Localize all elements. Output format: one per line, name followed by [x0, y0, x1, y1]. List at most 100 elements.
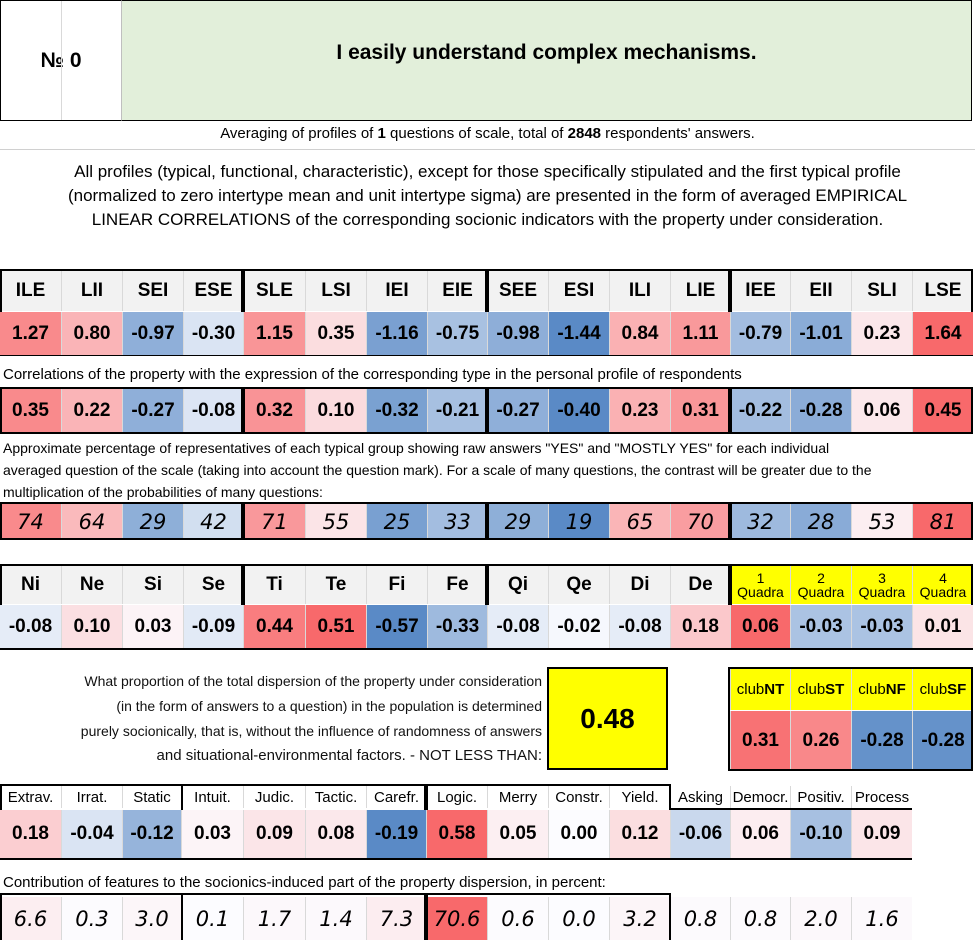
club-code: ST — [825, 681, 845, 698]
averaging-line: Averaging of profiles of 1 questions of … — [0, 125, 975, 142]
type-profile-lie: 1.11 — [670, 312, 730, 355]
type-profile-esi: -1.44 — [548, 312, 609, 355]
quadra-label: Quadra — [797, 584, 845, 600]
trait-contribution-carefr: 7.3 — [366, 897, 426, 940]
function-header-qi: Qi — [487, 566, 548, 604]
dispersion-line-3: purely socionically, that is, without th… — [80, 723, 542, 739]
trait-contribution-tactic: 1.4 — [305, 897, 366, 940]
quadra-number: 2 — [817, 570, 825, 586]
function-value-fe: -0.33 — [427, 605, 487, 648]
club-header-nt: club NT — [730, 669, 790, 710]
club-value-sf: -0.28 — [912, 711, 973, 770]
trait-header-process: Process — [851, 786, 912, 808]
type-percentage-eie: 33 — [427, 504, 487, 540]
type-header-iee: IEE — [730, 271, 790, 311]
intro-line-1: All profiles (typical, functional, chara… — [74, 162, 901, 181]
trait-header-merry: Merry — [487, 786, 548, 808]
type-profile-sli: 0.23 — [851, 312, 912, 355]
type-percentage-sle: 71 — [243, 504, 305, 540]
trait-contribution-judic: 1.7 — [243, 897, 305, 940]
quadra-number: 3 — [878, 570, 886, 586]
question-number-label: № — [40, 48, 64, 72]
percentage-label-line-2: averaged question of the scale (taking i… — [3, 462, 872, 478]
percentage-label-line-1: Approximate percentage of representative… — [3, 440, 830, 456]
contribution-label: Contribution of features to the socionic… — [3, 874, 606, 891]
type-percentage-iee: 32 — [730, 504, 790, 540]
function-header-te: Te — [305, 566, 366, 604]
trait-header-intuit: Intuit. — [181, 786, 243, 808]
function-value-ti: 0.44 — [243, 605, 305, 648]
function-value-fi: -0.57 — [366, 605, 427, 648]
trait-value-process: 0.09 — [851, 810, 912, 858]
type-profile-iee: -0.79 — [730, 312, 790, 355]
type-header-ili: ILI — [609, 271, 670, 311]
function-header-se: Se — [183, 566, 243, 604]
quadra-header-2: 2 Quadra — [790, 566, 851, 604]
type-percentage-lie: 70 — [670, 504, 730, 540]
trait-value-tactic: 0.08 — [305, 810, 366, 858]
type-header-lse: LSE — [912, 271, 973, 311]
club-code: SF — [947, 681, 967, 698]
type-correlation-iee: -0.22 — [730, 389, 790, 432]
quadra-value-1: 0.06 — [730, 605, 790, 648]
function-value-ne: 0.10 — [61, 605, 122, 648]
type-profile-ili: 0.84 — [609, 312, 670, 355]
club-value-st: 0.26 — [790, 711, 851, 770]
type-percentage-lse: 81 — [912, 504, 973, 540]
trait-value-asking: -0.06 — [670, 810, 730, 858]
quadra-label: Quadra — [858, 584, 906, 600]
type-correlation-sli: 0.06 — [851, 389, 912, 432]
function-header-di: Di — [609, 566, 670, 604]
function-header-qe: Qe — [548, 566, 609, 604]
trait-contribution-positiv: 2.0 — [790, 897, 851, 940]
intro-line-2: (normalized to zero intertype mean and u… — [67, 186, 908, 205]
trait-header-constr: Constr. — [548, 786, 609, 808]
type-profile-lsi: 0.35 — [305, 312, 366, 355]
type-header-eii: EII — [790, 271, 851, 311]
type-profile-eii: -1.01 — [790, 312, 851, 355]
type-header-see: SEE — [487, 271, 548, 311]
averaging-pre: Averaging of profiles of — [220, 125, 378, 142]
type-profile-sei: -0.97 — [122, 312, 183, 355]
trait-value-democr: 0.06 — [730, 810, 790, 858]
trait-header-carefr: Carefr. — [366, 786, 426, 808]
function-header-ni: Ni — [0, 566, 61, 604]
trait-value-constr: 0.00 — [548, 810, 609, 858]
function-value-qi: -0.08 — [487, 605, 548, 648]
quadra-header-3: 3 Quadra — [851, 566, 912, 604]
type-correlation-ili: 0.23 — [609, 389, 670, 432]
function-header-de: De — [670, 566, 730, 604]
club-value-nt: 0.31 — [730, 711, 790, 770]
correlations-label: Correlations of the property with the ex… — [3, 366, 742, 383]
type-correlation-lii: 0.22 — [61, 389, 122, 432]
type-header-sle: SLE — [243, 271, 305, 311]
averaging-mid: questions of scale, total of — [385, 125, 568, 142]
type-header-iei: IEI — [366, 271, 427, 311]
type-profile-iei: -1.16 — [366, 312, 427, 355]
dispersion-line-2: (in the form of answers to a question) i… — [116, 698, 542, 714]
type-header-lie: LIE — [670, 271, 730, 311]
trait-contribution-intuit: 0.1 — [181, 897, 243, 940]
trait-contribution-extrav: 6.6 — [0, 897, 61, 940]
averaging-post: respondents' answers. — [601, 125, 755, 142]
function-value-qe: -0.02 — [548, 605, 609, 648]
trait-contribution-process: 1.6 — [851, 897, 912, 940]
trait-header-judic: Judic. — [243, 786, 305, 808]
type-correlation-lse: 0.45 — [912, 389, 973, 432]
trait-value-irrat: -0.04 — [61, 810, 122, 858]
type-percentage-lii: 64 — [61, 504, 122, 540]
club-code: NF — [885, 681, 906, 698]
type-correlation-eie: -0.21 — [427, 389, 487, 432]
quadra-header-1: 1 Quadra — [730, 566, 790, 604]
type-correlation-esi: -0.40 — [548, 389, 609, 432]
function-header-ne: Ne — [61, 566, 122, 604]
function-value-se: -0.09 — [183, 605, 243, 648]
intro-line-3: LINEAR CORRELATIONS of the corresponding… — [91, 210, 884, 229]
type-header-lsi: LSI — [305, 271, 366, 311]
trait-value-merry: 0.05 — [487, 810, 548, 858]
trait-header-yield: Yield. — [609, 786, 670, 808]
club-header-st: club ST — [790, 669, 851, 710]
trait-contribution-irrat: 0.3 — [61, 897, 122, 940]
type-header-ese: ESE — [183, 271, 243, 311]
dispersion-value-box: 0.48 — [547, 667, 668, 770]
